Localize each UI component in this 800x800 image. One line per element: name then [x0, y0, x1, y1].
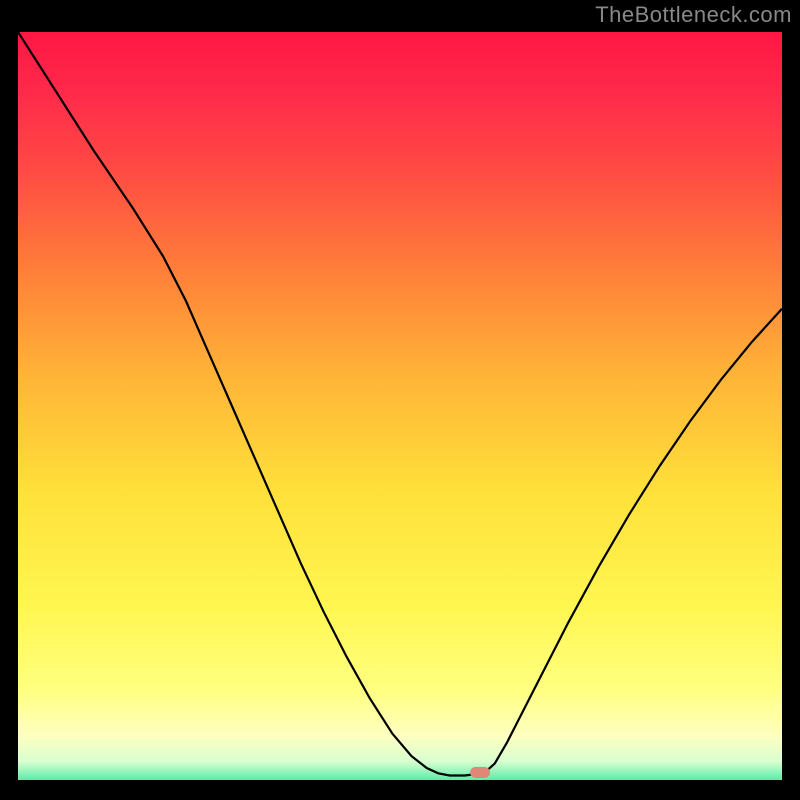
optimal-point-marker — [470, 767, 490, 779]
chart-container: TheBottleneck.com — [0, 0, 800, 800]
watermark-label: TheBottleneck.com — [595, 2, 792, 28]
bottleneck-curve — [18, 32, 782, 780]
plot-frame — [16, 30, 784, 782]
